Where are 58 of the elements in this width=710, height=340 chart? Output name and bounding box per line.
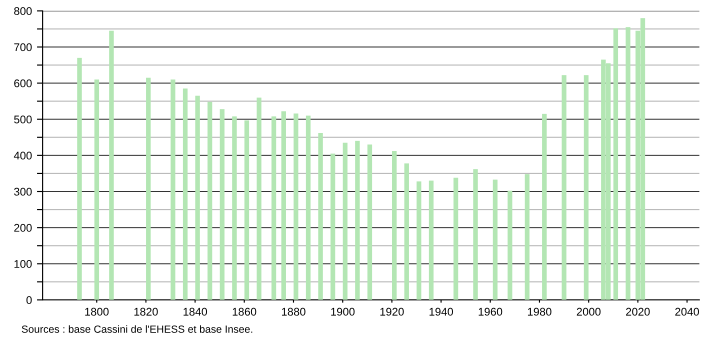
bar bbox=[330, 154, 336, 300]
bar bbox=[342, 142, 348, 300]
y-tick-label: 800 bbox=[14, 7, 32, 16]
bar bbox=[508, 190, 512, 300]
x-tick-label: 2040 bbox=[675, 308, 699, 316]
y-tick-label: 400 bbox=[14, 152, 32, 160]
bar bbox=[170, 80, 176, 300]
bar bbox=[404, 163, 409, 300]
bar bbox=[94, 80, 100, 300]
y-tick-label: 600 bbox=[14, 79, 32, 88]
bar bbox=[294, 113, 298, 300]
bar bbox=[416, 181, 422, 300]
bar bbox=[232, 116, 237, 300]
x-tick-label: 1940 bbox=[430, 308, 454, 316]
x-tick-label: 1840 bbox=[184, 308, 208, 316]
x-tick-label: 1800 bbox=[85, 308, 109, 316]
bar bbox=[195, 96, 200, 300]
bar bbox=[562, 75, 566, 300]
bar bbox=[146, 78, 151, 300]
bar bbox=[355, 140, 360, 300]
x-tick-label: 1960 bbox=[478, 308, 502, 316]
x-tick-label: 1900 bbox=[331, 308, 355, 316]
bar bbox=[454, 178, 458, 300]
bar bbox=[584, 75, 589, 300]
bar bbox=[244, 120, 250, 300]
y-tick-label: 100 bbox=[14, 260, 32, 268]
bar bbox=[182, 88, 188, 300]
y-tick-label: 300 bbox=[14, 188, 32, 196]
bar bbox=[208, 102, 212, 300]
bar bbox=[256, 98, 262, 300]
x-tick-label: 1860 bbox=[232, 308, 256, 316]
bar bbox=[220, 109, 224, 300]
y-tick-label: 200 bbox=[14, 224, 32, 232]
bar bbox=[524, 174, 530, 300]
x-tick-label: 1820 bbox=[134, 308, 158, 316]
y-tick-label: 700 bbox=[14, 43, 32, 52]
bar bbox=[271, 116, 276, 300]
x-tick-label: 1880 bbox=[282, 308, 306, 316]
bar bbox=[613, 28, 618, 300]
x-tick-label: 2020 bbox=[626, 308, 650, 316]
bar bbox=[109, 30, 114, 300]
bar bbox=[428, 180, 434, 300]
x-tick-label: 1980 bbox=[528, 308, 552, 316]
y-tick-label: 0 bbox=[26, 296, 32, 304]
bar bbox=[626, 27, 630, 300]
source-note: Sources : base Cassini de l'EHESS et base Insee. bbox=[22, 325, 252, 333]
x-tick-label: 2000 bbox=[576, 308, 601, 316]
bar bbox=[542, 114, 547, 300]
x-tick-label: 1920 bbox=[380, 308, 404, 316]
bar bbox=[281, 111, 286, 300]
y-tick-label: 500 bbox=[14, 116, 32, 124]
bar bbox=[318, 132, 323, 300]
bar bbox=[367, 144, 372, 300]
bar bbox=[492, 180, 498, 300]
bar bbox=[473, 169, 478, 300]
bar bbox=[306, 116, 311, 300]
bar bbox=[77, 58, 82, 300]
bar bbox=[392, 151, 397, 300]
